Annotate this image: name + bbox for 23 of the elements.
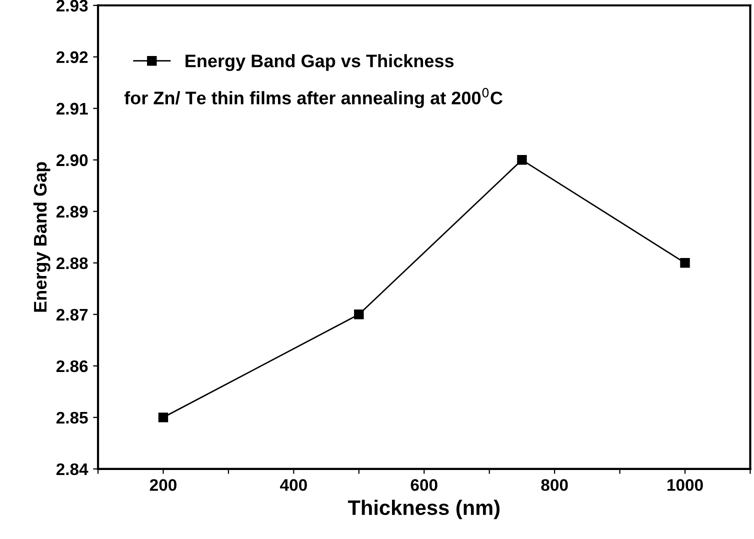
point	[354, 310, 364, 320]
y-tick-label: 2.84	[56, 463, 88, 476]
y-axis-title: Energy Band Gap	[33, 162, 50, 312]
annotation: for Zn/ Te thin films after annealing at 200$^{0}$C	[124, 88, 503, 108]
x-tick-label: 1000	[668, 479, 703, 491]
point	[517, 155, 527, 165]
x-tick-label: 800	[541, 479, 568, 491]
y-tick-label: 2.87	[56, 308, 88, 321]
x-tick-label: 400	[280, 479, 307, 491]
x-tick-label: 200	[150, 479, 176, 491]
y-tick-label: 2.89	[56, 206, 88, 218]
legend-label: Energy Band Gap vs Thickness	[186, 54, 454, 71]
y-tick-label: 2.88	[56, 257, 88, 270]
y-tick-label: 2.92	[56, 51, 88, 64]
y-tick-label: 2.85	[56, 412, 88, 424]
point	[680, 258, 690, 268]
x-axis-title: Thickness (nm)	[348, 500, 500, 520]
y-tick-label: 2.90	[56, 154, 88, 166]
y-tick-label: 2.91	[56, 102, 88, 115]
point	[158, 412, 168, 422]
x-tick-label: 600	[410, 479, 438, 491]
y-tick-label: 2.86	[56, 360, 88, 372]
y-tick-label: 2.93	[56, 0, 88, 12]
